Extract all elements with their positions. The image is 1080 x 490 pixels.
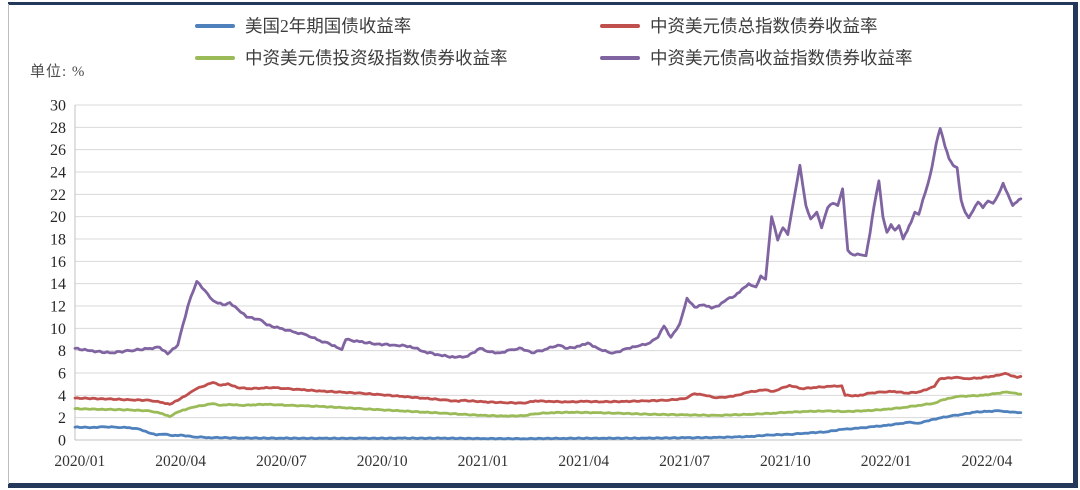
legend-label: 中资美元债总指数债券收益率 <box>650 16 878 36</box>
y-tick-label: 18 <box>50 232 66 249</box>
y-tick-label: 30 <box>50 98 66 115</box>
legend-label: 美国2年期国债收益率 <box>245 16 412 36</box>
frame-bottom-border <box>8 483 1077 488</box>
y-tick-label: 14 <box>50 276 66 293</box>
x-tick-label: 2021/04 <box>558 453 609 470</box>
frame-left-border <box>8 4 9 484</box>
y-tick-label: 2 <box>58 410 66 427</box>
legend-item-4: 中资美元债高收益指数债券收益率 <box>600 45 913 70</box>
y-tick-label: 4 <box>58 388 66 405</box>
y-tick-label: 16 <box>50 254 66 271</box>
y-tick-label: 8 <box>58 343 66 360</box>
y-tick-label: 24 <box>50 165 66 182</box>
legend-label: 中资美元债高收益指数债券收益率 <box>650 48 913 68</box>
legend-item-2: 中资美元债总指数债券收益率 <box>600 13 878 38</box>
x-tick-label: 2020/01 <box>54 453 105 470</box>
y-tick-label: 20 <box>50 209 66 226</box>
series-line-2 <box>73 371 1023 406</box>
legend-label: 中资美元债投资级指数债券收益率 <box>245 48 508 68</box>
legend-swatch-icon <box>195 55 235 60</box>
legend-item-1: 美国2年期国债收益率 <box>195 13 411 38</box>
y-tick-label: 12 <box>50 299 66 316</box>
frame-top-border <box>8 2 1077 5</box>
legend-item-3: 中资美元债投资级指数债券收益率 <box>195 45 508 70</box>
frame-right-border <box>1073 2 1078 488</box>
y-tick-label: 22 <box>50 187 66 204</box>
x-axis-labels: 2020/01 2020/04 2020/07 2020/10 2021/01 2021/… <box>54 453 1012 470</box>
chart-legend: 美国2年期国债收益率 中资美元债总指数债券收益率中资美元债投资级指数债券收益率 中资… <box>0 0 1080 80</box>
unit-label: 单位: % <box>30 64 86 80</box>
legend-swatch-icon <box>600 23 640 28</box>
y-tick-label: 0 <box>58 433 66 450</box>
gridlines <box>75 104 1022 441</box>
x-tick-label: 2020/04 <box>155 453 206 470</box>
x-tick-label: 2021/07 <box>659 453 710 470</box>
x-tick-label: 2020/10 <box>357 453 408 470</box>
y-tick-label: 10 <box>50 321 66 338</box>
x-tick-label: 2021/10 <box>760 453 811 470</box>
series-line-1 <box>73 409 1023 441</box>
y-tick-label: 28 <box>50 120 66 137</box>
y-tick-label: 6 <box>58 366 66 383</box>
x-tick-label: 2020/07 <box>256 453 307 470</box>
series-line-3 <box>73 390 1023 419</box>
legend-swatch-icon <box>600 55 640 60</box>
legend-swatch-icon <box>195 23 235 28</box>
x-tick-label: 2022/04 <box>962 453 1013 470</box>
x-tick-label: 2021/01 <box>458 453 509 470</box>
x-tick-label: 2022/01 <box>861 453 912 470</box>
y-tick-label: 26 <box>50 142 66 159</box>
series-line-4 <box>73 127 1023 359</box>
